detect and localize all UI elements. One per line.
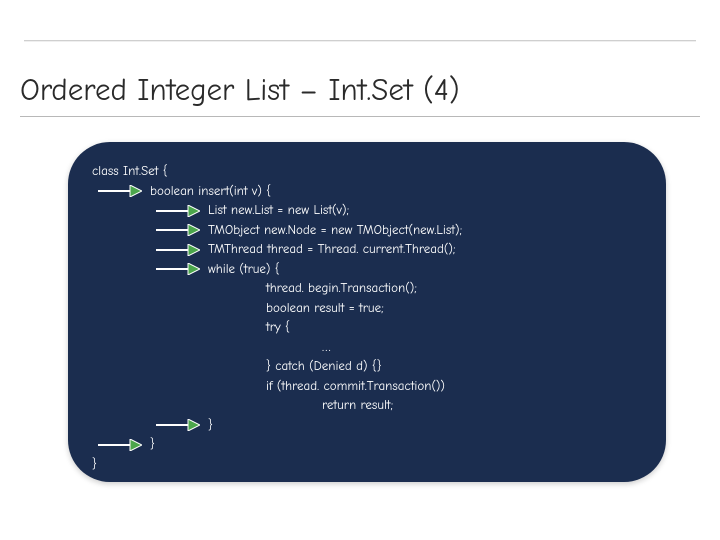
- code-line: }: [92, 435, 642, 455]
- code-line: if (thread. commit.Transaction()): [92, 377, 642, 397]
- title-underline: [20, 116, 700, 117]
- slide-title: Ordered Integer List – Int.Set (4): [20, 72, 460, 108]
- code-block: class Int.Set { boolean insert(int v) { …: [68, 142, 666, 482]
- code-line: }: [92, 455, 642, 475]
- code-text: while (true) {: [208, 260, 280, 280]
- code-line: boolean result = true;: [92, 299, 642, 319]
- code-line: } catch (Denied d) {}: [92, 357, 642, 377]
- code-line: while (true) {: [92, 260, 642, 280]
- code-text: try {: [266, 318, 290, 338]
- code-text: if (thread. commit.Transaction()): [266, 377, 445, 397]
- code-text: List new.List = new List(v);: [208, 201, 349, 221]
- arrow-icon: [98, 439, 142, 451]
- code-line: …: [92, 338, 642, 358]
- code-text: }: [208, 416, 213, 436]
- arrow-icon: [156, 244, 200, 256]
- code-text: …: [322, 338, 331, 358]
- code-line: TMObject new.Node = new TMObject(new.Lis…: [92, 221, 642, 241]
- code-text: } catch (Denied d) {}: [266, 357, 382, 377]
- top-divider: [24, 40, 696, 42]
- code-line: List new.List = new List(v);: [92, 201, 642, 221]
- code-text: TMObject new.Node = new TMObject(new.Lis…: [208, 221, 462, 241]
- code-text: }: [150, 435, 155, 455]
- code-line: thread. begin.Transaction();: [92, 279, 642, 299]
- arrow-icon: [156, 224, 200, 236]
- arrow-icon: [156, 263, 200, 275]
- code-line: return result;: [92, 396, 642, 416]
- code-text: boolean result = true;: [266, 299, 384, 319]
- code-line: }: [92, 416, 642, 436]
- code-text: thread. begin.Transaction();: [266, 279, 417, 299]
- code-text: }: [92, 455, 97, 475]
- arrow-icon: [98, 185, 142, 197]
- code-text: boolean insert(int v) {: [150, 182, 271, 202]
- code-text: class Int.Set {: [92, 162, 168, 182]
- code-line: boolean insert(int v) {: [92, 182, 642, 202]
- code-text: return result;: [322, 396, 393, 416]
- code-line: try {: [92, 318, 642, 338]
- arrow-icon: [156, 205, 200, 217]
- code-line: class Int.Set {: [92, 162, 642, 182]
- code-line: TMThread thread = Thread. current.Thread…: [92, 240, 642, 260]
- code-text: TMThread thread = Thread. current.Thread…: [208, 240, 455, 260]
- arrow-icon: [156, 419, 200, 431]
